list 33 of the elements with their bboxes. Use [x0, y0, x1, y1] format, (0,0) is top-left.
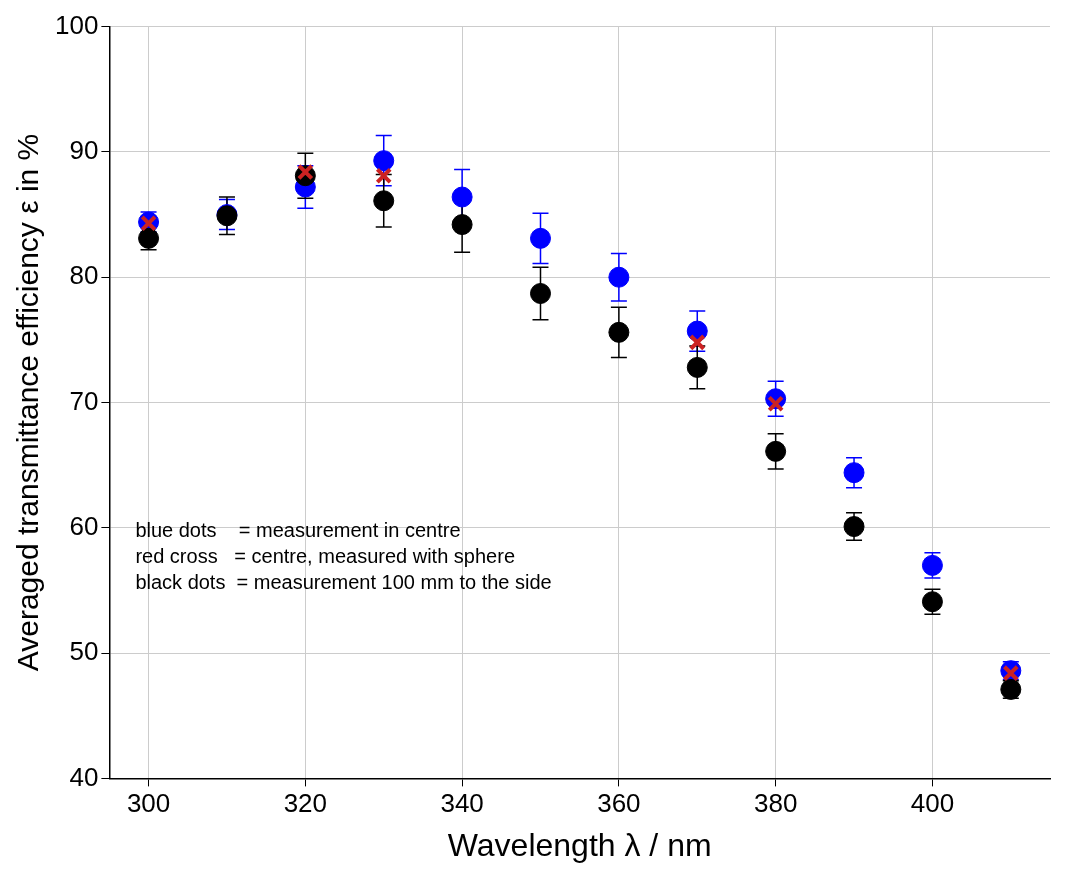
point: [373, 150, 395, 172]
x-tick-label: 400: [910, 788, 955, 819]
y-tick-label: 70: [69, 385, 99, 416]
point: [530, 282, 551, 304]
x-axis-title: Wavelength λ / nm: [447, 826, 712, 863]
point: [451, 186, 473, 208]
x-tick-label: 360: [597, 788, 641, 819]
y-tick-label: 100: [54, 9, 99, 40]
point: [688, 333, 706, 351]
point: [767, 395, 785, 413]
x-tick-label: 320: [283, 788, 328, 819]
point: [451, 214, 473, 236]
point: [686, 356, 708, 378]
point: [765, 440, 787, 462]
point: [296, 163, 314, 181]
annotation: black dots = measurement 100 mm to the side: [135, 571, 552, 594]
y-tick-label: 90: [69, 135, 99, 166]
x-tick-label: 340: [440, 788, 484, 819]
annotation: red cross = centre, measured with sphere: [135, 545, 515, 568]
x-tick-label: 380: [753, 788, 798, 819]
point: [608, 266, 630, 288]
y-axis-title: Averaged transmittance efficiency ε in %: [11, 133, 45, 672]
point: [375, 167, 393, 185]
y-tick-label: 50: [69, 636, 99, 667]
point: [373, 190, 395, 212]
y-tick-label: 80: [69, 260, 99, 291]
y-tick-label: 40: [69, 761, 99, 792]
point: [843, 462, 865, 484]
annotation: blue dots = measurement in centre: [135, 519, 461, 542]
point: [530, 227, 551, 249]
y-tick-label: 60: [69, 510, 99, 541]
x-tick-label: 300: [126, 788, 171, 819]
point: [608, 321, 630, 343]
